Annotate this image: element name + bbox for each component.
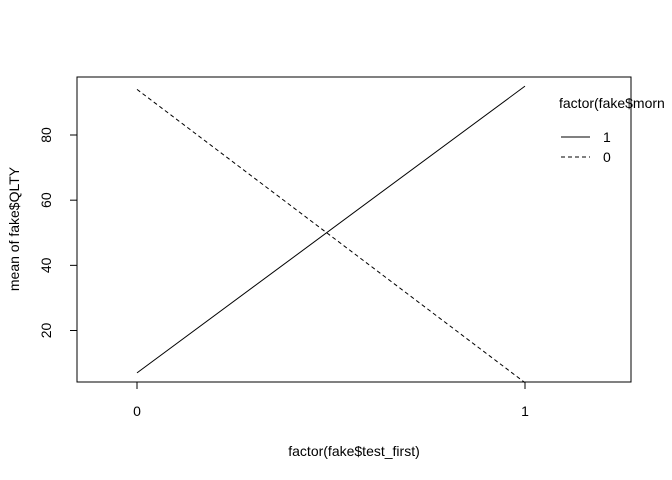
x-tick-label: 0 — [133, 403, 141, 419]
x-tick-label: 1 — [521, 403, 529, 419]
y-tick-label: 60 — [38, 192, 54, 208]
legend-label: 0 — [603, 149, 611, 165]
y-axis-title: mean of fake$QLTY — [6, 166, 22, 291]
y-tick-label: 40 — [38, 257, 54, 273]
series-line-0 — [136, 88, 526, 384]
y-tick-label: 80 — [38, 127, 54, 143]
plot-frame — [76, 76, 632, 383]
y-axis: 20 40 60 80 — [38, 127, 78, 339]
legend-title: factor(fake$morn — [559, 95, 665, 111]
series-line-1 — [136, 85, 526, 374]
legend: factor(fake$morn 1 0 — [559, 95, 665, 165]
series-layer — [136, 85, 526, 384]
legend-label: 1 — [603, 129, 611, 145]
x-axis-title: factor(fake$test_first) — [288, 443, 420, 459]
y-tick-label: 20 — [38, 323, 54, 339]
